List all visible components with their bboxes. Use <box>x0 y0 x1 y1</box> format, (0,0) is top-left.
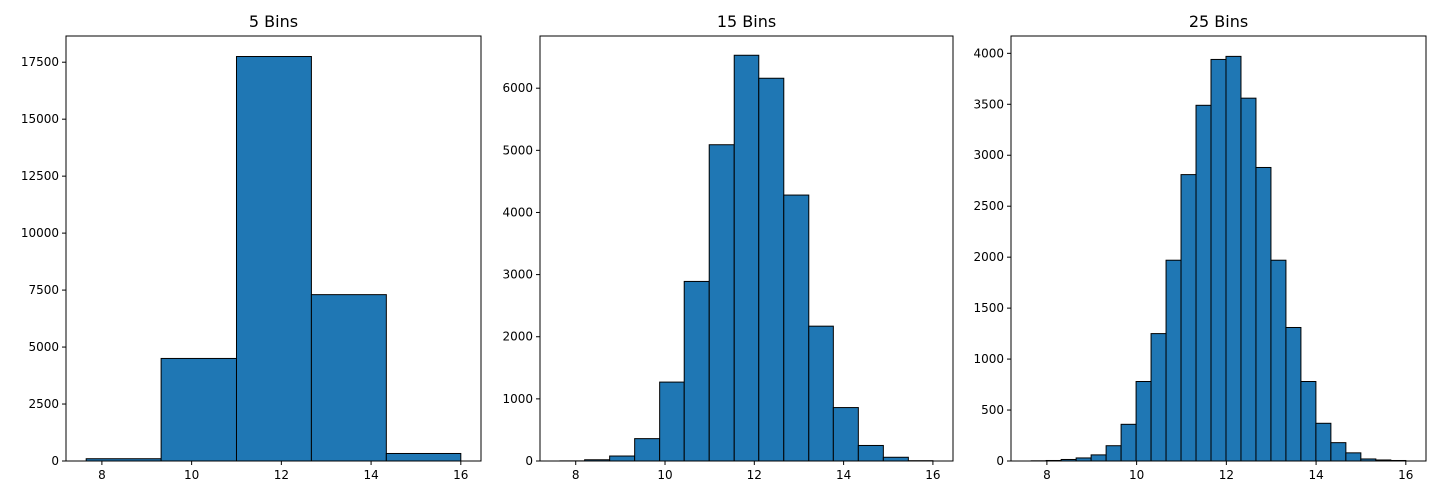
chart-title: 5 Bins <box>249 12 298 31</box>
axes-frame <box>1010 35 1427 462</box>
histogram-bar <box>857 444 884 462</box>
histogram-bar <box>1285 326 1302 462</box>
histogram-bar <box>683 280 710 462</box>
y-tick-label: 500 <box>981 403 1004 417</box>
y-tick-label: 3000 <box>973 148 1004 162</box>
y-tick-label: 0 <box>525 454 533 468</box>
x-tick-label: 14 <box>363 468 378 482</box>
x-tick-label: 12 <box>747 468 762 482</box>
y-tick-label: 7500 <box>28 283 59 297</box>
histogram-bar <box>832 407 859 462</box>
histogram-bar <box>160 357 237 462</box>
histogram-bar <box>634 438 661 462</box>
histogram-bar <box>1195 104 1212 462</box>
y-tick-label: 4000 <box>973 46 1004 60</box>
histogram-bar <box>733 54 760 462</box>
y-tick-label: 3000 <box>502 268 533 282</box>
y-tick-label: 2500 <box>973 199 1004 213</box>
histogram-bar <box>235 56 312 462</box>
histogram-bar <box>1180 174 1197 462</box>
histogram-bar <box>1120 423 1137 462</box>
chart-panel-1: 5 Bins 8 10 12 14 16 0 2500 5000 7500 10000 12500 15… <box>21 12 482 482</box>
x-tick-label: 10 <box>1129 468 1144 482</box>
y-tick-label: 2000 <box>502 330 533 344</box>
x-tick-label: 8 <box>1043 468 1051 482</box>
y-tick-label: 17500 <box>21 55 59 69</box>
axes-frame <box>65 35 482 462</box>
histogram-bar <box>783 194 810 462</box>
y-tick-label: 1500 <box>973 301 1004 315</box>
histogram-bar <box>385 452 462 462</box>
y-tick-label: 5000 <box>28 340 59 354</box>
x-tick-label: 10 <box>657 468 672 482</box>
y-tick-label: 2500 <box>28 397 59 411</box>
histogram-bar <box>609 455 636 462</box>
x-tick-label: 16 <box>925 468 940 482</box>
histogram-bar <box>1165 259 1182 462</box>
histogram-bar <box>1255 166 1272 462</box>
histogram-bar <box>1150 333 1167 462</box>
histogram-bar <box>1225 55 1242 462</box>
y-tick-label: 0 <box>996 454 1004 468</box>
y-tick-label: 4000 <box>502 205 533 219</box>
x-tick-label: 16 <box>453 468 468 482</box>
y-tick-label: 15000 <box>21 112 59 126</box>
x-tick-label: 8 <box>572 468 580 482</box>
x-tick-label: 12 <box>1219 468 1234 482</box>
histogram-bar <box>310 294 387 462</box>
chart-panel-2: 15 Bins 8 10 12 14 16 0 1000 2000 3000 4000 5000 600… <box>502 12 954 482</box>
histogram-bar <box>1135 381 1152 462</box>
x-tick-label: 12 <box>274 468 289 482</box>
histogram-bar <box>882 456 909 462</box>
y-tick-label: 2000 <box>973 250 1004 264</box>
y-tick-label: 1000 <box>973 352 1004 366</box>
y-tick-label: 6000 <box>502 81 533 95</box>
x-tick-label: 14 <box>836 468 851 482</box>
chart-title: 25 Bins <box>1189 12 1248 31</box>
histogram-bar <box>1240 97 1257 462</box>
y-tick-label: 12500 <box>21 169 59 183</box>
histogram-bar <box>1330 442 1347 462</box>
y-tick-label: 5000 <box>502 143 533 157</box>
x-tick-label: 14 <box>1308 468 1323 482</box>
x-tick-label: 10 <box>184 468 199 482</box>
x-tick-label: 8 <box>98 468 106 482</box>
y-tick-label: 1000 <box>502 392 533 406</box>
x-tick-label: 16 <box>1398 468 1413 482</box>
histogram-bar <box>1105 445 1122 462</box>
y-tick-label: 0 <box>51 454 59 468</box>
histogram-bar <box>1270 259 1287 462</box>
histogram-bar <box>808 325 834 462</box>
axes-frame <box>539 35 954 462</box>
chart-title: 15 Bins <box>717 12 776 31</box>
histogram-bar <box>1345 452 1362 462</box>
histogram-bar <box>758 77 785 462</box>
histogram-bar <box>659 381 685 462</box>
histogram-bar <box>708 144 735 462</box>
histogram-bar <box>1090 454 1107 462</box>
chart-panel-3: 25 Bins 8 10 12 14 16 0 500 1000 1500 2000 2500 3000… <box>973 12 1427 482</box>
histogram-bar <box>1210 58 1227 462</box>
y-tick-label: 3500 <box>973 97 1004 111</box>
histogram-bar <box>1315 422 1332 462</box>
histogram-bar <box>1300 381 1317 462</box>
y-tick-label: 10000 <box>21 226 59 240</box>
